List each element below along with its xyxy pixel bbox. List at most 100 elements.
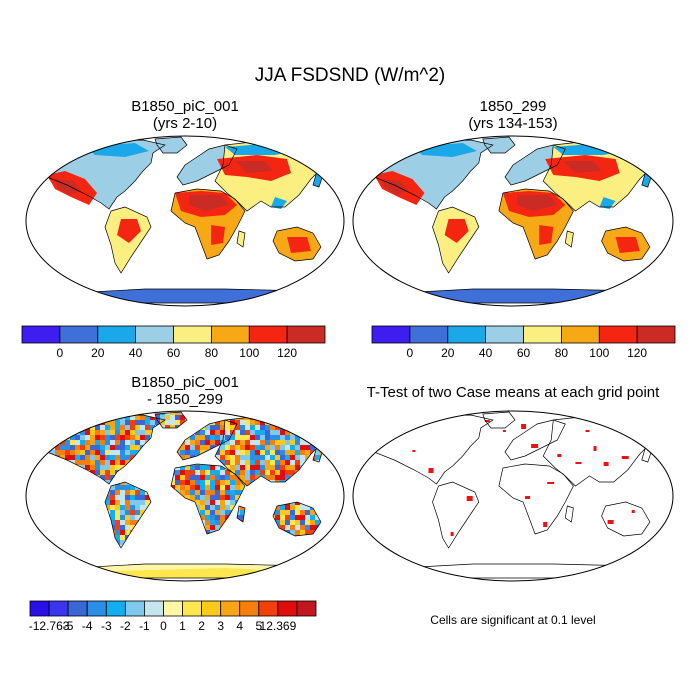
diff-cell — [325, 415, 331, 421]
panel2-subtitle: (yrs 134-153) — [468, 115, 558, 132]
diff-cell — [320, 440, 326, 446]
diff-cell — [285, 515, 291, 521]
diff-cell — [205, 505, 211, 511]
diff-cell — [290, 515, 296, 521]
diff-cell — [315, 455, 321, 461]
diff-cell — [335, 430, 340, 435]
colorbar-swatch — [105, 600, 126, 617]
diff-cell — [215, 420, 221, 426]
panel2-title: 1850_299 — [479, 98, 547, 115]
diff-cell — [135, 490, 141, 496]
diff-cell — [280, 455, 286, 461]
panel3-subtitle: - 1850_299 — [147, 391, 223, 408]
diff-cell — [60, 425, 66, 431]
diff-cell — [30, 415, 35, 420]
diff-cell — [120, 505, 126, 511]
land-shape — [498, 464, 574, 534]
coastline — [170, 188, 246, 260]
diff-cell — [165, 415, 171, 421]
diff-cell — [205, 490, 211, 496]
diff-cell — [240, 510, 246, 516]
diff-cell — [65, 440, 71, 446]
diff-cell — [80, 420, 86, 426]
diff-cell — [285, 450, 291, 456]
diff-cell — [110, 450, 116, 456]
diff-cell — [200, 475, 206, 481]
diff-cell — [135, 425, 141, 431]
diff-cell — [90, 440, 96, 446]
diff-cell — [100, 465, 106, 471]
diff-cell — [205, 435, 211, 441]
significant-cell — [585, 576, 590, 580]
diff-cell — [295, 425, 301, 431]
diff-cell — [230, 450, 236, 456]
diff-cell — [295, 435, 301, 441]
diff-cell — [330, 445, 331, 451]
diff-cell — [310, 555, 315, 560]
diff-cell — [275, 420, 281, 426]
diff-cell — [190, 445, 196, 451]
diff-cell — [215, 435, 221, 441]
diff-cell — [85, 412, 91, 416]
diff-cell — [245, 445, 251, 451]
diff-cell — [230, 490, 236, 496]
colorbar-tick-label: 20 — [91, 346, 105, 360]
diff-cell — [25, 470, 30, 475]
diff-cell — [75, 420, 81, 426]
diff-cell — [340, 425, 345, 430]
diff-cell — [100, 445, 106, 451]
diff-cell — [270, 415, 276, 421]
diff-cell — [240, 485, 246, 491]
diff-cell — [37, 415, 41, 421]
diff-cell — [90, 435, 96, 441]
colorbar-swatch — [286, 325, 326, 344]
diff-cell — [95, 465, 101, 471]
diff-cell — [85, 430, 91, 436]
diff-cell — [30, 420, 35, 425]
diff-cell — [110, 465, 116, 471]
peak-value-region — [189, 195, 229, 211]
diff-cell — [70, 440, 76, 446]
map-outline — [25, 135, 345, 307]
diff-cell — [50, 450, 56, 456]
diff-cell — [205, 495, 211, 501]
diff-cell — [145, 415, 151, 421]
diff-cell — [40, 445, 46, 451]
diff-cell — [265, 435, 271, 441]
diff-cell — [200, 450, 206, 456]
diff-cell — [100, 425, 106, 431]
diff-cell — [315, 555, 320, 560]
diff-cell — [25, 460, 30, 465]
diff-cell — [230, 460, 236, 466]
diff-cell — [130, 510, 136, 516]
diff-cell — [240, 505, 246, 511]
land-shape — [237, 231, 245, 247]
diff-cell — [60, 455, 66, 461]
diff-cell — [225, 500, 231, 506]
diff-cell — [30, 540, 35, 545]
land-shape — [650, 540, 660, 554]
diff-cell — [115, 500, 121, 506]
diff-cell — [265, 465, 271, 471]
diff-cell — [315, 550, 321, 554]
diff-cell — [315, 440, 321, 446]
diff-cell — [37, 420, 41, 426]
colorbar-tick-label: 40 — [479, 346, 493, 360]
diff-cell — [190, 485, 196, 491]
significant-cell — [557, 454, 562, 457]
diff-cell — [290, 425, 296, 431]
diff-cell — [230, 440, 236, 446]
diff-cell — [270, 465, 276, 471]
diff-cell — [240, 412, 246, 416]
diff-cell — [190, 465, 196, 471]
diff-cell — [37, 425, 41, 431]
diff-cell — [215, 505, 221, 511]
diff-cell — [110, 445, 116, 451]
diff-cell — [255, 412, 261, 416]
diff-cell — [240, 430, 246, 436]
diff-cell — [340, 535, 345, 540]
diff-cell — [275, 425, 281, 431]
diff-cell — [145, 425, 151, 431]
diff-cell — [315, 425, 321, 431]
land-shape — [505, 145, 566, 185]
